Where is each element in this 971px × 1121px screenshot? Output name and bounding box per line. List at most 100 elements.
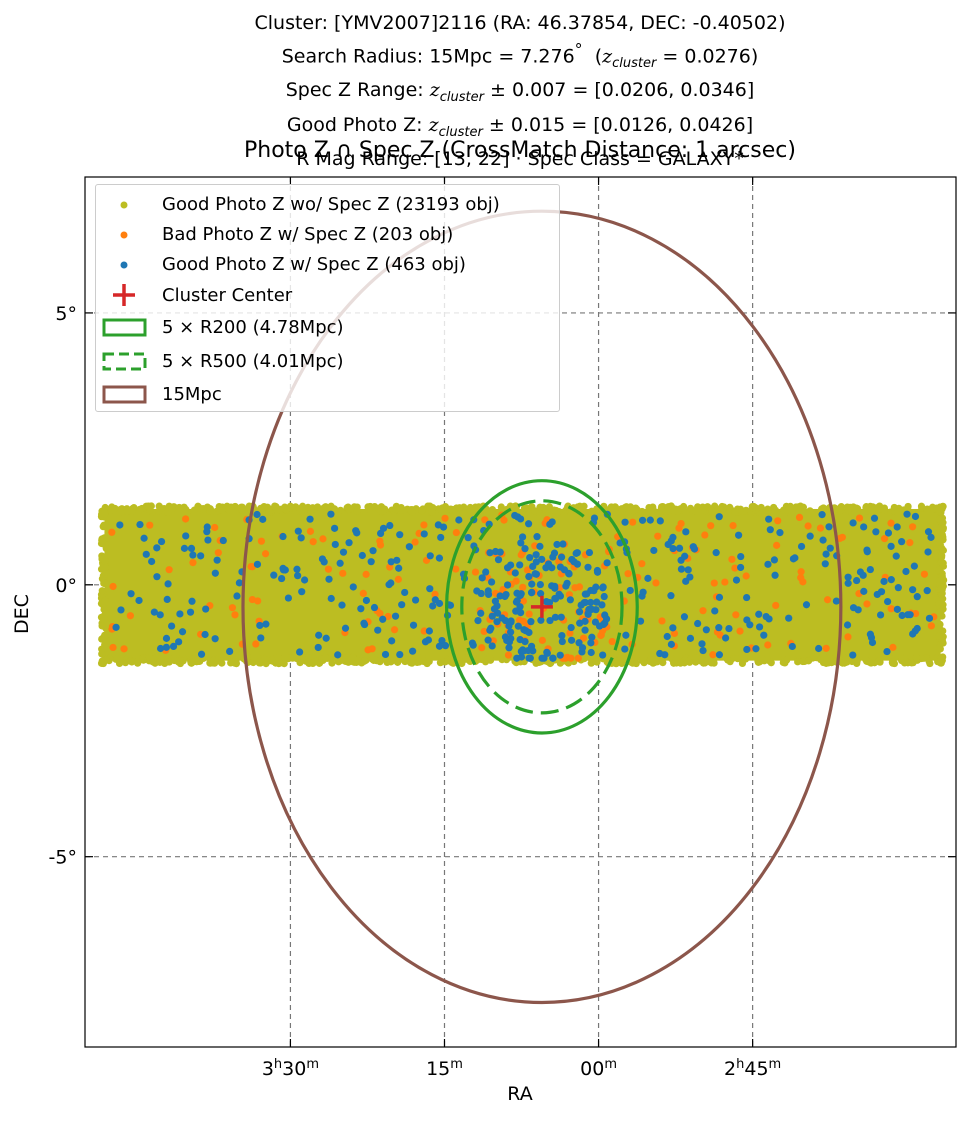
point-good-no-spec [754,657,762,665]
point-good-with-spec [884,529,893,537]
point-good-with-spec [150,608,158,616]
point-good-with-spec [870,514,879,522]
point-good-with-spec [358,551,366,560]
point-bad-with-spec [384,612,392,621]
point-good-no-spec [692,658,700,666]
point-good-with-spec [909,630,917,638]
point-good-no-spec [935,624,944,633]
point-good-no-spec [330,505,339,513]
point-good-with-spec [401,588,409,597]
point-good-with-spec [367,558,375,566]
point-good-with-spec [646,516,654,524]
point-good-with-spec [379,615,387,623]
header-paren: ( [594,44,603,67]
point-good-with-spec [880,577,888,586]
point-good-no-spec [935,566,943,574]
point-good-with-spec [876,611,885,619]
point-good-with-spec [294,527,302,535]
point-good-with-spec [656,649,664,658]
point-good-no-spec [128,658,136,666]
point-good-with-spec [127,590,135,598]
point-good-with-spec [314,643,322,652]
point-good-with-spec [923,587,931,595]
point-good-with-spec [911,512,920,521]
legend-label: 5 × R200 (4.78Mpc) [162,317,344,338]
point-good-with-spec [517,539,525,547]
point-good-with-spec [844,579,852,587]
point-good-with-spec [486,626,494,634]
point-bad-with-spec [146,521,154,529]
point-bad-with-spec [654,532,662,540]
point-good-with-spec [686,573,694,581]
point-good-with-spec [588,633,596,641]
point-good-no-spec [272,659,280,667]
point-bad-with-spec [261,550,270,558]
point-good-with-spec [233,592,241,600]
point-bad-with-spec [887,605,895,613]
point-good-with-spec [622,631,630,639]
point-bad-with-spec [574,654,582,662]
point-good-with-spec [562,582,570,590]
point-good-with-spec [557,553,566,561]
point-good-with-spec [162,634,171,642]
point-good-with-spec [398,601,406,609]
point-good-with-spec [369,547,377,555]
point-bad-with-spec [519,583,527,591]
point-bad-with-spec [231,611,239,619]
point-good-with-spec [669,544,677,553]
point-good-with-spec [868,638,877,647]
point-good-no-spec [868,506,876,514]
legend-marker [120,201,128,209]
point-good-no-spec [176,656,184,665]
point-good-with-spec [866,630,874,638]
point-good-no-spec [904,659,912,667]
point-good-with-spec [577,601,585,609]
point-good-with-spec [550,549,559,557]
x-tick-label: 15m [426,1057,463,1081]
point-good-with-spec [924,548,932,556]
point-good-no-spec [731,508,739,516]
point-good-with-spec [213,556,221,564]
point-good-with-spec [279,532,287,541]
point-good-no-spec [632,659,640,668]
point-good-no-spec [840,659,848,667]
point-bad-with-spec [710,579,718,587]
point-good-with-spec [873,590,881,599]
point-bad-with-spec [257,537,266,545]
point-good-with-spec [514,622,522,630]
point-good-with-spec [536,542,544,550]
point-good-with-spec [505,622,513,630]
point-good-no-spec [345,505,353,513]
point-bad-with-spec [306,527,315,535]
point-good-no-spec [736,505,745,513]
legend-label: Cluster Center [162,285,293,306]
legend-marker [120,261,128,269]
point-bad-with-spec [481,516,489,524]
header-z-subscript: cluster [612,55,657,71]
point-good-with-spec [262,620,270,628]
point-good-with-spec [388,637,396,645]
point-good-with-spec [715,624,723,632]
legend-marker [113,284,135,306]
point-good-no-spec [165,502,173,510]
point-good-with-spec [711,607,719,615]
point-good-with-spec [357,605,365,613]
legend-label: Good Photo Z w/ Spec Z (463 obj) [162,254,466,275]
point-good-no-spec [836,504,845,512]
legend-item: Cluster Center [96,280,559,310]
point-good-no-spec [935,535,943,543]
point-good-no-spec [939,519,947,527]
point-good-with-spec [537,616,545,624]
point-bad-with-spec [254,597,262,605]
header-line-rmag: R Mag Range: [13, 22] · Spec Class = GAL… [0,146,971,173]
point-good-with-spec [426,585,434,593]
legend-item: Good Photo Z w/ Spec Z (463 obj) [96,249,559,279]
point-bad-with-spec [247,562,255,571]
point-bad-with-spec [608,637,616,646]
point-bad-with-spec [567,654,575,662]
point-bad-with-spec [906,539,914,547]
point-good-no-spec [181,506,189,514]
point-good-with-spec [135,596,143,605]
point-bad-with-spec [855,514,864,522]
point-good-no-spec [607,503,615,511]
